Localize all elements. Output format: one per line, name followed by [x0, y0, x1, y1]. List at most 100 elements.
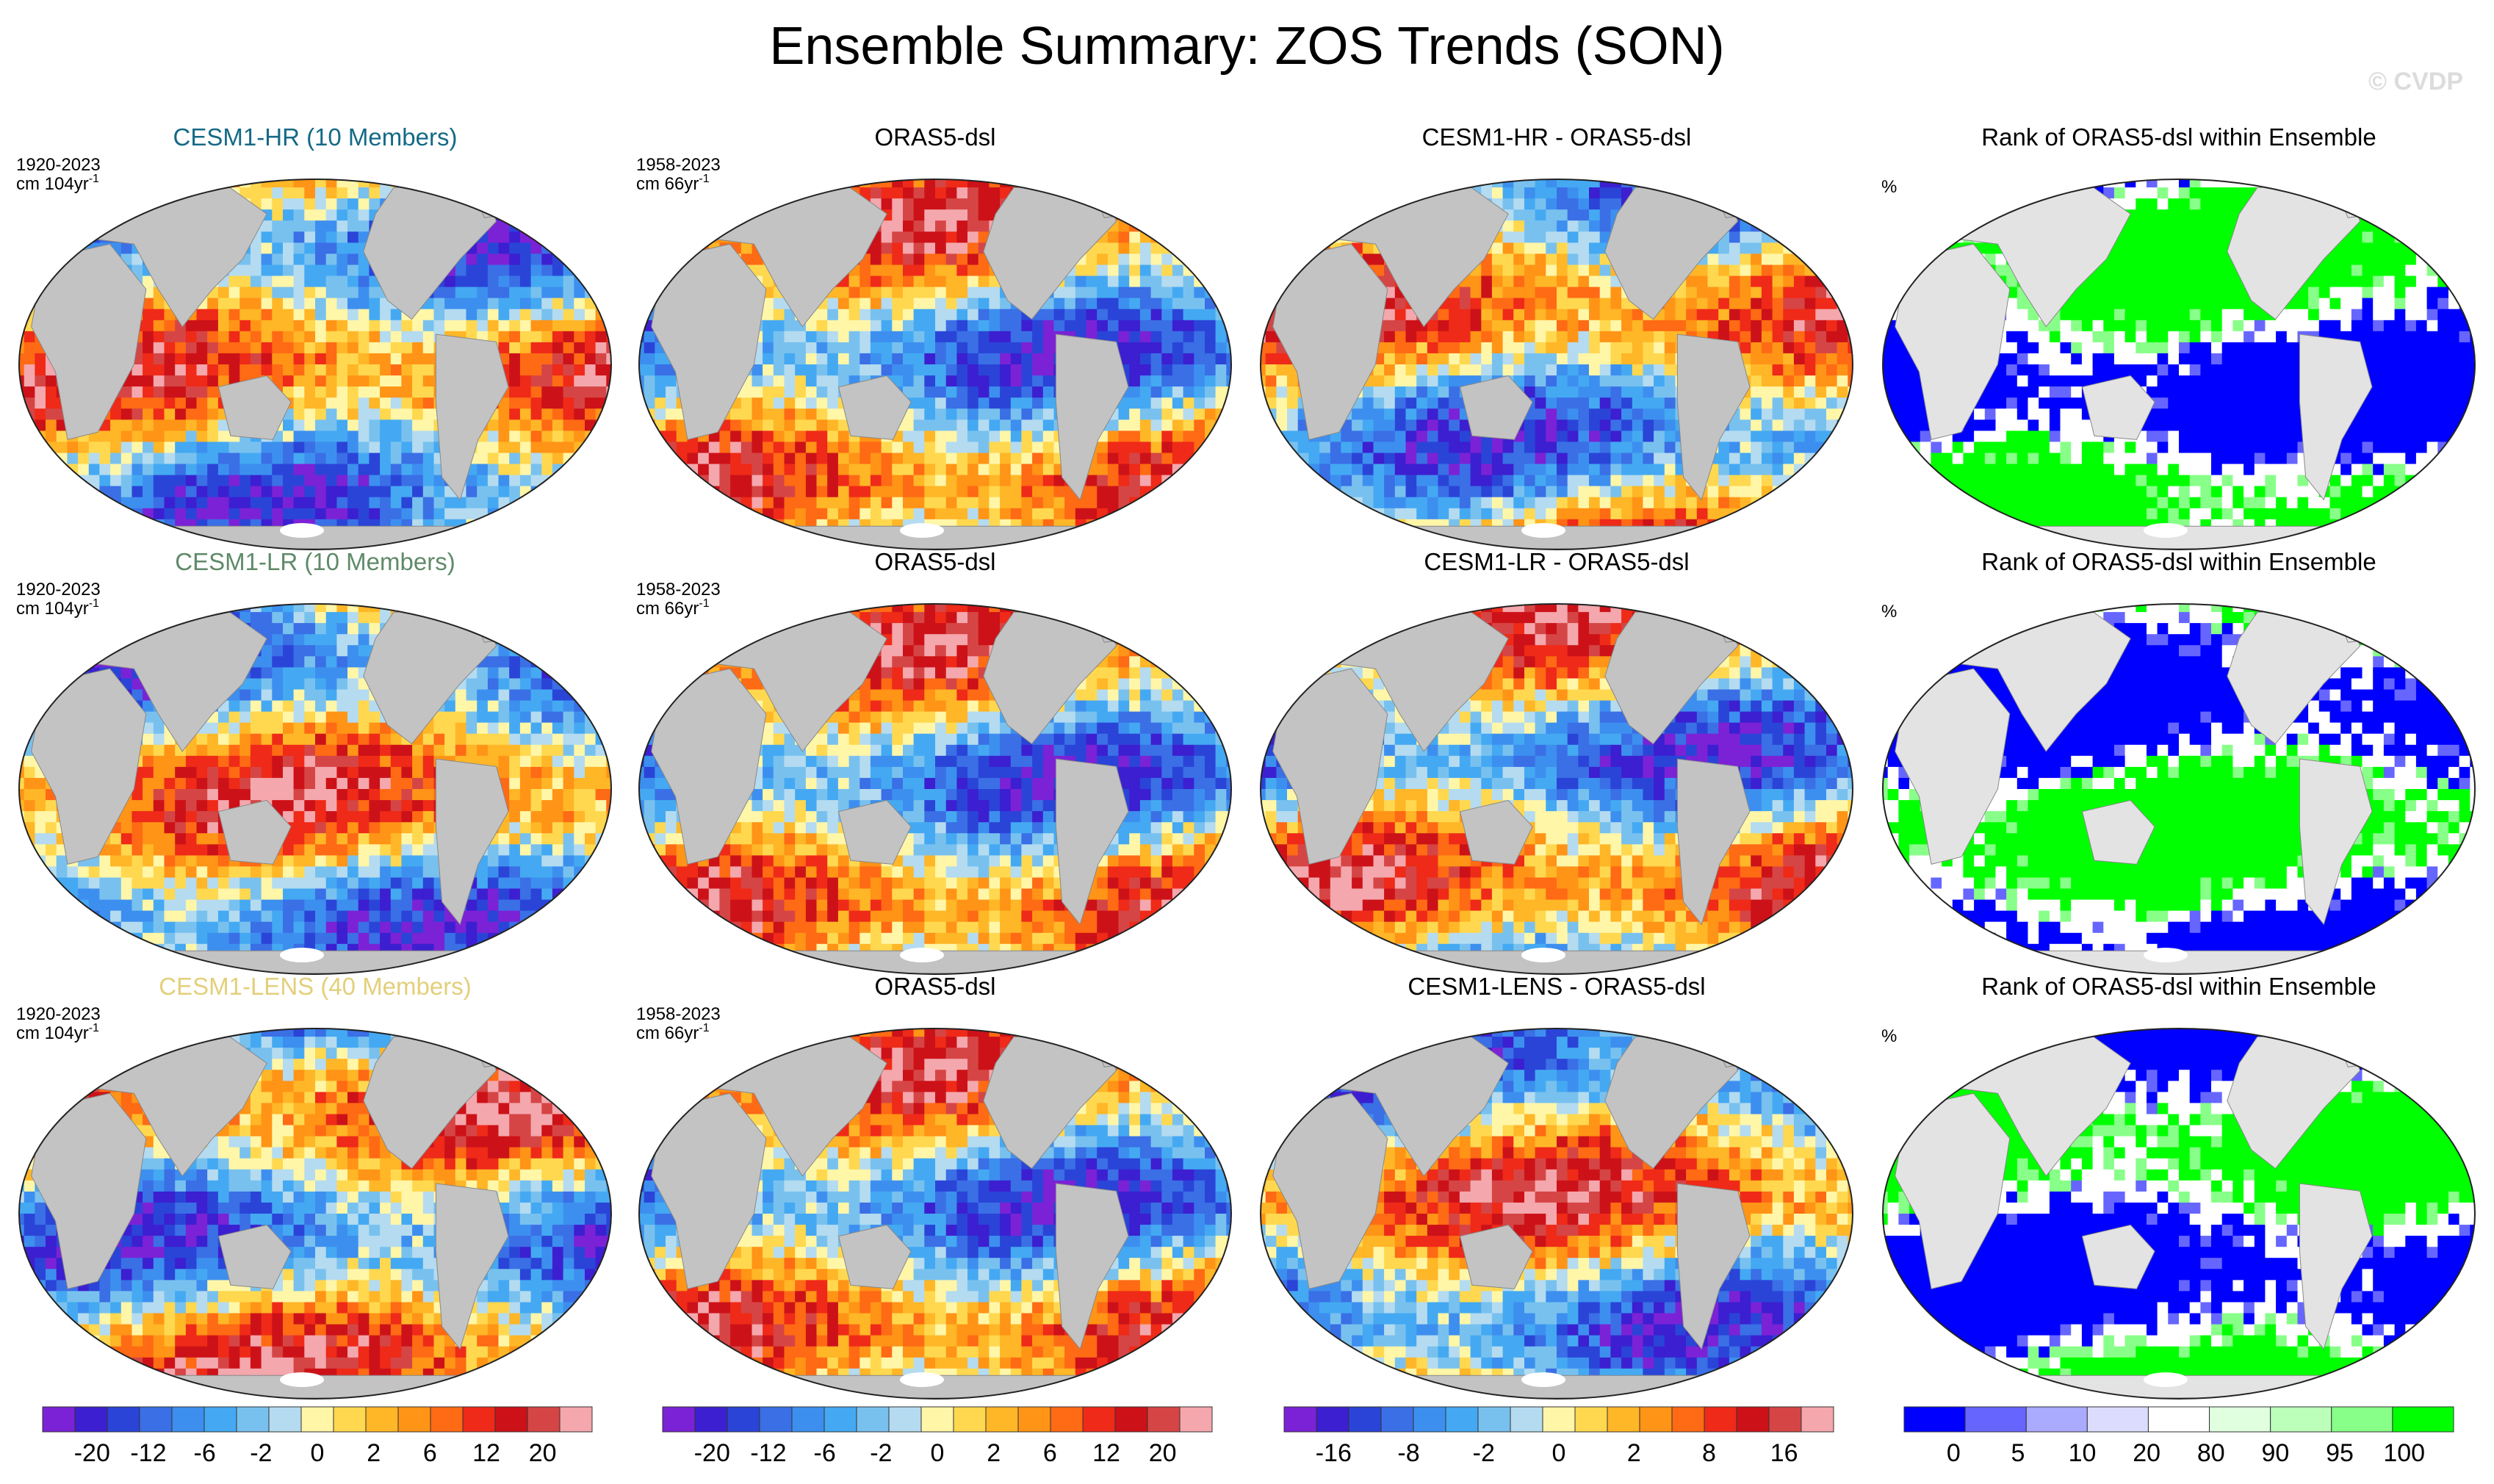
colorbar-swatch — [727, 1406, 760, 1433]
colorbar-1: -20 -12 -6 -2 0 2 6 12 20 — [42, 1406, 593, 1467]
landmass-2 — [651, 1092, 767, 1290]
panel-units: cm 66yr-1 — [636, 1022, 710, 1043]
colorbar-tick-label: 16 — [1770, 1439, 1798, 1467]
colorbar-swatch — [139, 1406, 173, 1433]
ice-shelf — [280, 948, 324, 962]
colorbar-tick-label: -8 — [1397, 1439, 1419, 1467]
colorbar-swatch — [1964, 1406, 2027, 1433]
map-field — [1883, 179, 2475, 550]
colorbar-tick-label: 0 — [931, 1439, 945, 1467]
colorbar-swatch — [42, 1406, 76, 1433]
colorbars-layer: -20 -12 -6 -2 0 2 6 12 20 -20 -12 -6 -2 0 2 6 12 20 -16 -8-… — [42, 1406, 2454, 1467]
colorbar-4: 0 5 10 20 80 90 95 100 — [1903, 1406, 2454, 1467]
colorbar-swatch — [1179, 1406, 1213, 1433]
map-field — [19, 604, 611, 974]
colorbar-swatch — [2086, 1406, 2149, 1433]
panel-title: CESM1-LENS - ORAS5-dsl — [1408, 973, 1705, 1000]
ice-shelf — [280, 523, 324, 538]
colorbar-swatch — [1574, 1406, 1608, 1433]
landmass-4 — [1459, 375, 1533, 440]
panel-units: cm 66yr-1 — [636, 173, 710, 194]
landmass-6 — [2299, 758, 2373, 926]
colorbar-swatch — [662, 1406, 696, 1433]
panel-title: Rank of ORAS5-dsl within Ensemble — [1981, 973, 2376, 1000]
colorbar-swatch — [397, 1406, 431, 1433]
colorbar-swatch — [74, 1406, 108, 1433]
colorbar-swatch — [1380, 1406, 1414, 1433]
panel-title: Rank of ORAS5-dsl within Ensemble — [1981, 123, 2376, 151]
ice-shelf — [900, 948, 944, 962]
map-outline — [18, 603, 612, 975]
panel-period: 1920-2023 — [16, 1004, 101, 1024]
colorbar-swatch — [1413, 1406, 1446, 1433]
colorbar-tick-label: -2 — [870, 1439, 892, 1467]
colorbar-tick-label: 12 — [1092, 1439, 1120, 1467]
colorbar-tick-label: -6 — [814, 1439, 836, 1467]
colorbar-tick-label: 90 — [2262, 1439, 2290, 1467]
map-outline — [18, 1028, 612, 1400]
panel-title: CESM1-HR - ORAS5-dsl — [1422, 123, 1692, 151]
landmass-4 — [837, 375, 912, 440]
colorbar-swatch — [694, 1406, 728, 1433]
map-field — [19, 1029, 611, 1399]
panel-period: 1920-2023 — [16, 155, 101, 175]
colorbar-swatch — [2025, 1406, 2088, 1433]
colorbar-swatch — [985, 1406, 1019, 1433]
landmass-4 — [837, 1224, 912, 1289]
colorbar-swatch — [365, 1406, 399, 1433]
landmass-2 — [651, 243, 767, 441]
ice-shelf — [1521, 523, 1565, 538]
landmass-6 — [1676, 334, 1751, 501]
landmass-2 — [1272, 668, 1388, 865]
colorbar-tick-label: 100 — [2383, 1439, 2425, 1467]
colorbar-swatch — [171, 1406, 205, 1433]
colorbar-swatch — [107, 1406, 140, 1433]
panel-title: CESM1-LENS (40 Members) — [159, 973, 471, 1000]
colorbar-swatch — [268, 1406, 302, 1433]
colorbar-swatch — [1542, 1406, 1576, 1433]
landmass-2 — [1895, 243, 2011, 441]
map-panel-3: CESM1-HR - ORAS5-dsl — [1260, 123, 1853, 550]
panel-units: cm 104yr-1 — [16, 597, 99, 619]
colorbar-swatch — [1316, 1406, 1349, 1433]
colorbar-swatch — [1017, 1406, 1051, 1433]
panel-units: cm 66yr-1 — [636, 597, 710, 619]
map-outline — [1882, 179, 2476, 550]
colorbar-swatch — [823, 1406, 857, 1433]
colorbar-tick-label: 12 — [472, 1439, 500, 1467]
panel-period: 1958-2023 — [636, 155, 721, 175]
colorbar-tick-label: 10 — [2069, 1439, 2097, 1467]
landmass-4 — [837, 799, 912, 865]
colorbar-tick-label: 20 — [2133, 1439, 2160, 1467]
panel-period: 1958-2023 — [636, 1004, 721, 1024]
map-outline — [1260, 603, 1853, 975]
map-panel-12: Rank of ORAS5-dsl within Ensemble% — [1881, 973, 2476, 1400]
colorbar-tick-label: 80 — [2197, 1439, 2225, 1467]
ice-shelf — [2144, 1372, 2188, 1387]
map-outline — [638, 179, 1232, 550]
panel-title: ORAS5-dsl — [874, 123, 995, 151]
colorbar-swatch — [1903, 1406, 1966, 1433]
landmass-4 — [2081, 1224, 2155, 1289]
landmass-2 — [1272, 243, 1388, 441]
map-outline — [1260, 179, 1853, 550]
colorbar-3: -16 -8 -2 0 2 8 16 — [1283, 1406, 1834, 1467]
colorbar-tick-label: 6 — [423, 1439, 437, 1467]
panel-title: ORAS5-dsl — [874, 548, 995, 575]
landmass-2 — [651, 668, 767, 865]
colorbar-swatch — [1639, 1406, 1673, 1433]
colorbar-swatch — [1147, 1406, 1181, 1433]
colorbar-tick-label: -12 — [750, 1439, 786, 1467]
colorbar-swatch — [203, 1406, 237, 1433]
colorbar-swatch — [1348, 1406, 1382, 1433]
landmass-6 — [2299, 1183, 2373, 1350]
colorbar-tick-label: 8 — [1702, 1439, 1716, 1467]
watermark: © CVDP — [2368, 68, 2463, 96]
colorbar-swatch — [1445, 1406, 1479, 1433]
map-outline — [638, 1028, 1232, 1400]
